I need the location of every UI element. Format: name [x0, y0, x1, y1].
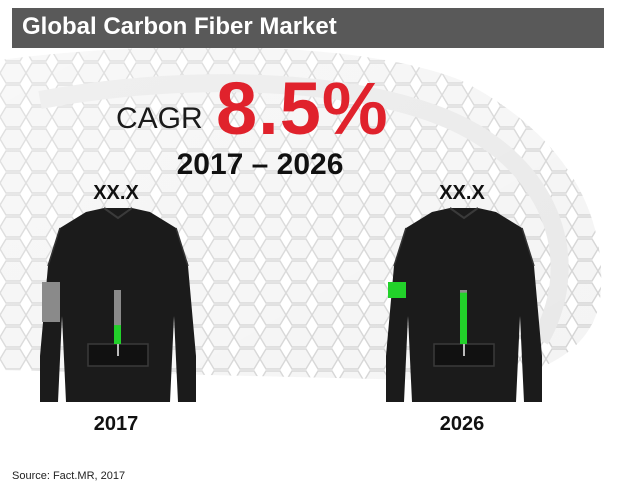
- bar-track-2017: [114, 290, 121, 344]
- value-label-2026: XX.X: [439, 182, 485, 204]
- page-title: Global Carbon Fiber Market: [22, 13, 337, 40]
- sleeve-band: [388, 282, 406, 298]
- category-label-2017: 2017: [93, 413, 139, 435]
- cagr-label: CAGR: [116, 102, 203, 135]
- bar-2017: [114, 325, 121, 344]
- bar-2026: [460, 292, 467, 344]
- cagr-value: 8.5%: [216, 67, 389, 150]
- jacket-2026: [386, 207, 542, 402]
- category-label-2026: 2026: [439, 413, 485, 435]
- source-note: Source: Fact.MR, 2017: [12, 470, 126, 482]
- jacket-2017: [40, 207, 196, 402]
- sleeve-band: [42, 282, 60, 322]
- forecast-period: 2017 – 2026: [176, 148, 344, 181]
- title-bar: Global Carbon Fiber Market: [12, 8, 604, 48]
- value-label-2017: XX.X: [93, 182, 139, 204]
